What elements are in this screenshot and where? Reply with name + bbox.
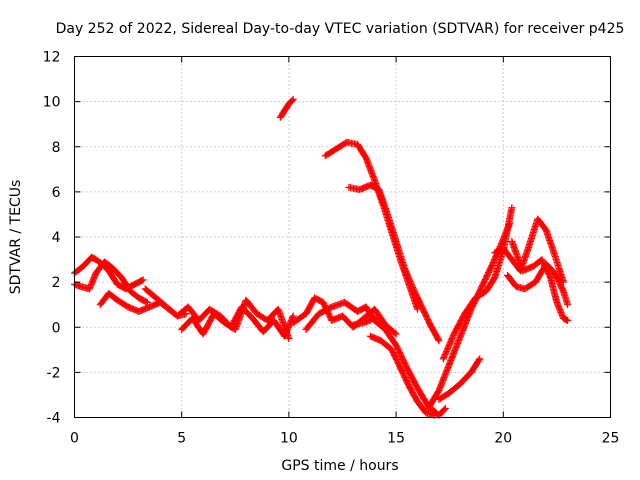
series-sat-j — [345, 181, 443, 345]
series-sat-i — [321, 138, 422, 313]
data-point — [138, 277, 146, 285]
series-sat-o — [435, 355, 484, 403]
series-sat-e — [178, 296, 293, 343]
data-point — [434, 335, 442, 343]
series-sat-k — [349, 314, 449, 419]
y-tick-label: 0 — [52, 320, 61, 336]
series-sat-f — [276, 95, 297, 121]
data-point — [508, 204, 516, 212]
y-tick-label: 6 — [52, 185, 61, 201]
data-point — [289, 313, 297, 321]
series-sat-b — [71, 258, 151, 306]
data-point — [476, 355, 484, 363]
data-point — [288, 96, 296, 104]
y-tick-label: 8 — [52, 140, 61, 156]
series-sat-q — [504, 260, 572, 309]
series-sat-l — [366, 332, 439, 419]
data-point — [285, 335, 293, 343]
series-sat-p — [491, 215, 567, 286]
y-tick-label: 10 — [43, 95, 61, 111]
x-tick-label: 20 — [494, 431, 512, 447]
data-point — [142, 298, 150, 306]
x-tick-label: 10 — [280, 431, 298, 447]
data-point — [391, 329, 399, 337]
x-axis-label: GPS time / hours — [281, 458, 398, 474]
x-tick-label: 0 — [70, 431, 79, 447]
x-tick-label: 5 — [177, 431, 186, 447]
data-point — [441, 404, 449, 412]
data-point — [435, 337, 443, 345]
y-tick-label: -2 — [47, 365, 61, 381]
y-tick-label: -4 — [47, 411, 61, 427]
x-tick-label: 15 — [387, 431, 405, 447]
y-axis-label: SDTVAR / TECUs — [8, 180, 24, 295]
data-point — [289, 95, 297, 103]
x-tick-label: 25 — [602, 431, 620, 447]
series-sat-n — [439, 204, 516, 363]
series-sat-h — [302, 298, 389, 334]
data-points — [71, 95, 572, 419]
y-tick-label: 2 — [52, 275, 61, 291]
series-sat-r — [508, 238, 572, 324]
data-point — [564, 316, 572, 324]
data-point — [564, 301, 572, 309]
data-point — [475, 356, 483, 364]
data-point — [440, 406, 448, 414]
y-tick-label: 12 — [43, 50, 61, 66]
y-tick-label: 4 — [52, 230, 61, 246]
chart-title: Day 252 of 2022, Sidereal Day-to-day VTE… — [56, 21, 625, 37]
data-point — [139, 276, 147, 284]
data-point — [289, 312, 297, 320]
axis-ticks: 0 5 10 15 20 25 -4 -2 0 2 4 6 8 10 12 — [43, 50, 620, 447]
data-point — [392, 330, 400, 338]
